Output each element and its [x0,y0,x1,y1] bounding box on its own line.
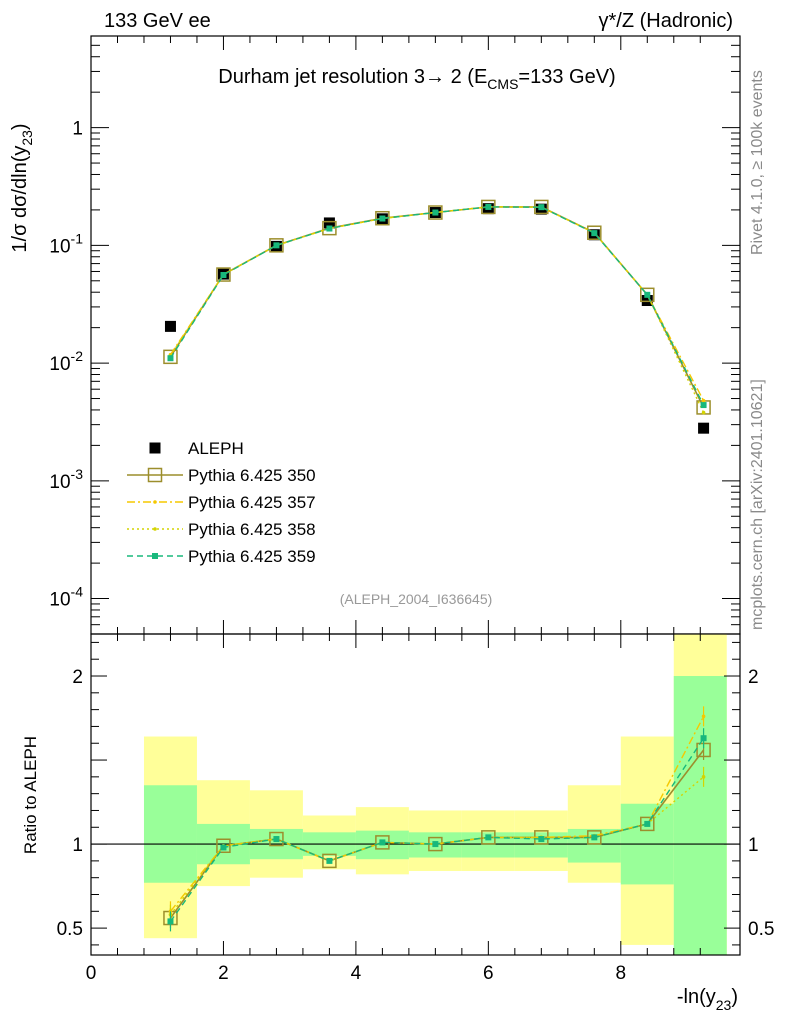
main-panel: 1 10-1 10-2 10-3 10-4 1/σ dσ/dln(y23) Durham j… [9,35,741,635]
ratio-marker-3 [432,841,439,848]
y-tick-label: 10-4 [49,584,83,611]
series-marker-1 [428,205,443,220]
mcplots-side-label: mcplots.cern.ch [arXiv:2401.10621] [749,379,766,630]
uncertainty-band-green [143,785,197,883]
y-tick-label: 1 [72,119,83,140]
ratio-y-axis-label: Ratio to ALEPH [21,736,40,854]
rivet-side-label: Rivet 4.1.0, ≥ 100k events [749,70,766,255]
x-tick-label: 8 [616,963,627,984]
series-marker-4 [220,271,227,278]
x-tick-label: 0 [86,963,97,984]
series-line-4 [169,206,705,406]
ratio-marker-0 [216,838,231,854]
y-tick-label: 10-3 [49,466,83,493]
ratio-marker-0 [640,816,655,832]
ratio-y-tick-label: 0.5 [748,919,774,940]
legend-label: ALEPH [188,439,244,458]
legend-marker [153,500,157,504]
y-tick-label: 10-2 [49,348,83,375]
series-line-2 [169,205,705,401]
ratio-y-tick-label: 2 [748,667,759,688]
series-marker-1 [322,220,337,236]
legend-label: Pythia 6.425 359 [188,547,316,566]
analysis-watermark: (ALEPH_2004_I636645) [340,591,493,607]
series-marker-4 [379,215,386,222]
ratio-marker-2 [701,775,706,779]
ratio-y-tick-label: 1 [72,835,83,856]
main-frame [90,35,741,635]
legend-marker-aleph [149,442,161,454]
legend-marker [153,527,157,531]
x-tick-label: 4 [351,963,362,984]
series-marker-4 [700,402,707,409]
ratio-marker-3 [326,857,333,864]
series-marker-4 [432,209,439,216]
ratio-marker-3 [220,844,227,851]
series-marker-1 [269,238,284,253]
uncertainty-band-green [673,676,727,955]
ratio-marker-3 [591,834,598,841]
series-marker-4 [326,225,333,232]
ratio-marker-3 [167,918,174,925]
series-marker-3 [701,410,706,415]
series-marker-4 [273,242,280,249]
legend-marker [147,467,163,483]
x-tick-label: 2 [218,963,229,984]
ratio-marker-0 [269,831,284,847]
series-marker-1 [587,225,602,240]
aleph-data-point [641,295,653,307]
series-marker-4 [538,204,545,211]
legend-label: Pythia 6.425 358 [188,520,316,539]
ratio-marker-3 [644,820,651,827]
legend-label: Pythia 6.425 350 [188,466,316,485]
ratio-marker-3 [485,834,492,841]
x-axis-label: -ln(y23) [677,986,738,1013]
ratio-marker-3 [379,839,386,846]
header-right-label: γ*/Z (Hadronic) [599,10,733,32]
series-marker-4 [167,355,174,362]
ratio-marker-3 [273,836,280,843]
header-left-label: 133 GeV ee [104,10,211,32]
chart-title: Durham jet resolution 3→ 2 (ECMS=133 GeV… [218,66,615,92]
ratio-y-tick-label: 2 [72,667,83,688]
aleph-data-point [164,320,176,332]
series-marker-4 [591,230,598,237]
series-marker-2 [701,398,706,403]
aleph-data-point [323,217,335,229]
y-tick-label: 10-1 [49,230,83,257]
legend-marker [152,553,158,559]
ratio-y-tick-label: 0.5 [57,919,83,940]
ratio-marker-3 [538,836,545,843]
ratio-marker-0 [322,853,337,869]
ratio-y-tick-label: 1 [748,835,759,856]
legend-label: Pythia 6.425 357 [188,493,316,512]
ratio-panel: 0.5 0.5 1 1 2 2 0 2 4 6 8 Ratio to ALEPH -ln(y23) [21,633,774,1013]
series-line-3 [169,206,705,413]
ratio-marker-1 [701,714,706,719]
aleph-data-point [698,422,710,434]
series-marker-1 [163,349,178,365]
ratio-frame [90,633,741,956]
x-tick-label: 6 [483,963,494,984]
ratio-marker-3 [700,735,707,742]
series-line-1 [169,206,705,408]
series-marker-4 [485,203,492,210]
series-marker-1 [640,287,655,303]
y-axis-label: 1/σ dσ/dln(y23) [9,123,35,252]
series-marker-1 [216,267,231,282]
series-marker-4 [644,291,651,298]
